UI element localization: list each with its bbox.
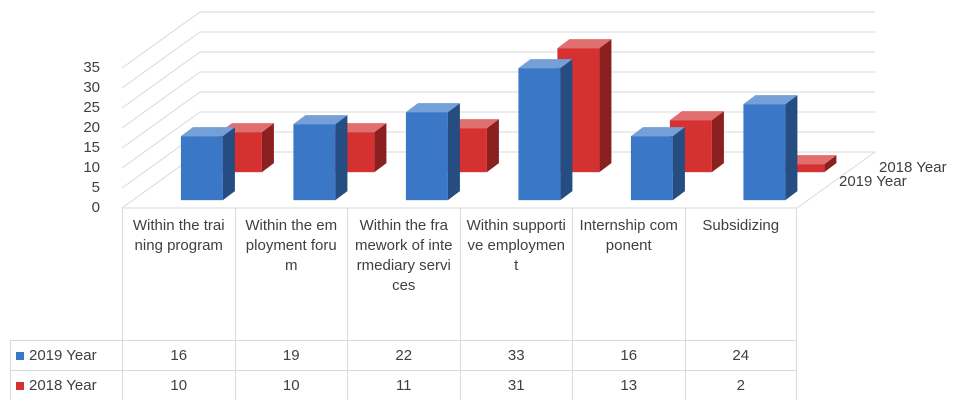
value-cell: 11 bbox=[347, 370, 460, 400]
grid-line bbox=[121, 11, 875, 69]
category-cell: Within the training program bbox=[122, 208, 235, 340]
legend-cell: 2019 Year bbox=[10, 340, 122, 370]
bar-side bbox=[261, 123, 274, 173]
bar-top bbox=[405, 103, 460, 113]
category-cell: Within the framework of intermediary ser… bbox=[347, 208, 460, 340]
y-tick-label: 10 bbox=[83, 159, 100, 176]
value-cell: 33 bbox=[459, 340, 572, 370]
bar-top bbox=[630, 127, 685, 137]
legend-cell: 2018 Year bbox=[10, 370, 122, 400]
value-cell: 16 bbox=[122, 340, 235, 370]
value-cell: 13 bbox=[572, 370, 685, 400]
bar bbox=[782, 164, 825, 173]
bar-side bbox=[560, 59, 573, 201]
value-cell: 22 bbox=[347, 340, 460, 370]
bar-top bbox=[293, 115, 348, 125]
y-tick-label: 35 bbox=[83, 59, 100, 76]
depth-axis-label: 2019 Year bbox=[839, 173, 907, 190]
grid-line bbox=[121, 51, 875, 109]
value-cell: 2 bbox=[684, 370, 797, 400]
y-tick-label: 20 bbox=[83, 119, 100, 136]
value-cell: 16 bbox=[572, 340, 685, 370]
bar bbox=[405, 112, 448, 201]
bar bbox=[293, 124, 336, 201]
bar-side bbox=[486, 119, 499, 173]
value-cell: 31 bbox=[459, 370, 572, 400]
y-tick-label: 25 bbox=[83, 99, 100, 116]
legend-key bbox=[16, 351, 24, 360]
y-tick-label: 30 bbox=[83, 79, 100, 96]
y-tick-label: 15 bbox=[83, 139, 100, 156]
y-tick-label: 0 bbox=[92, 199, 100, 216]
bar-side bbox=[599, 39, 612, 173]
bar-top bbox=[518, 59, 573, 69]
y-tick-label: 5 bbox=[92, 179, 100, 196]
bar-side bbox=[335, 115, 348, 201]
bar-side bbox=[374, 123, 387, 173]
grid-line bbox=[121, 31, 875, 89]
category-cell: Within the employment forum bbox=[234, 208, 348, 340]
bar-top bbox=[743, 95, 798, 105]
bar-side bbox=[222, 127, 235, 201]
grid-line bbox=[121, 71, 875, 129]
bar-side bbox=[447, 103, 460, 201]
bar-top bbox=[180, 127, 235, 137]
bar-side bbox=[672, 127, 685, 201]
value-cell: 24 bbox=[684, 340, 797, 370]
bar bbox=[180, 136, 223, 201]
value-cell: 10 bbox=[234, 370, 347, 400]
bar-top bbox=[557, 39, 612, 49]
bar-side bbox=[785, 95, 798, 201]
legend-key bbox=[16, 381, 24, 390]
category-cell: Internship component bbox=[572, 208, 685, 340]
depth-axis-label: 2018 Year bbox=[879, 159, 947, 176]
bar bbox=[630, 136, 673, 201]
bar bbox=[743, 104, 786, 201]
category-cell: Subsidizing bbox=[684, 208, 797, 340]
value-cell: 19 bbox=[234, 340, 347, 370]
value-cell: 10 bbox=[122, 370, 235, 400]
category-cell: Within supportive employment bbox=[459, 208, 573, 340]
grid-line bbox=[121, 111, 875, 169]
grid-line bbox=[121, 91, 875, 149]
bar-side bbox=[824, 155, 837, 173]
bar-top bbox=[669, 111, 724, 121]
bar bbox=[518, 68, 561, 201]
bar-side bbox=[711, 111, 724, 173]
